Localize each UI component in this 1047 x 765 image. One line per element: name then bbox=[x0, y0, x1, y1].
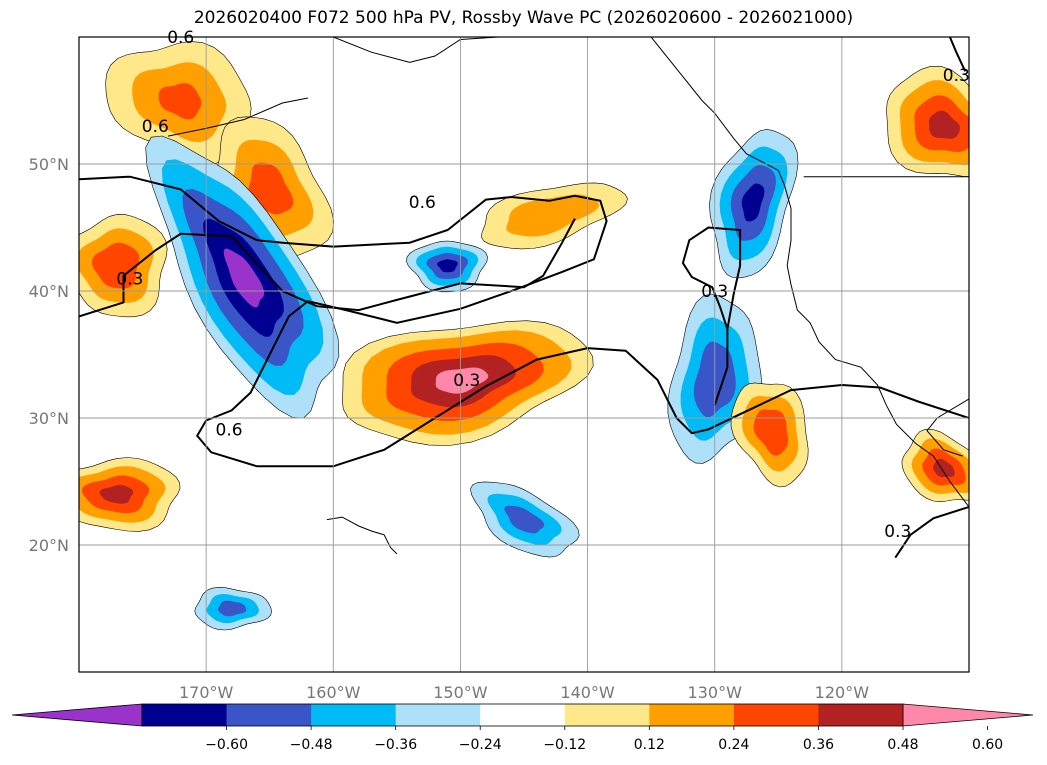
map-frame bbox=[78, 36, 970, 673]
coastline-aleutians bbox=[167, 97, 308, 137]
anomaly-positive-band bbox=[753, 409, 789, 456]
colorbar-tick-label: −0.12 bbox=[543, 737, 586, 753]
lon-tick-label: 130°W bbox=[688, 683, 743, 702]
contour-label: 0.6 bbox=[167, 28, 194, 48]
contour-label: 0.6 bbox=[142, 117, 169, 137]
colorbar-frame bbox=[141, 703, 904, 727]
anomaly-negative-band bbox=[504, 505, 545, 534]
anomaly-negative-band bbox=[741, 183, 765, 222]
colorbar-tick-label: 0.36 bbox=[803, 737, 834, 753]
lon-tick-label: 170°W bbox=[179, 683, 234, 702]
contour-label: 0.3 bbox=[453, 371, 480, 391]
colorbar-tick-label: 0.48 bbox=[887, 737, 918, 753]
contour-line-0.6 bbox=[79, 175, 969, 468]
anomaly-positive-band bbox=[506, 194, 600, 237]
lat-tick-label: 40°N bbox=[29, 282, 69, 301]
lat-tick-label: 30°N bbox=[29, 409, 69, 428]
colorbar-tick-label: 0.60 bbox=[972, 737, 1003, 753]
contour-label: 0.6 bbox=[409, 193, 436, 213]
colorbar-segment bbox=[649, 704, 735, 726]
contour-label: 0.3 bbox=[884, 522, 911, 542]
chart-title: 2026020400 F072 500 hPa PV, Rossby Wave … bbox=[193, 8, 854, 28]
contour-line-0.3-south bbox=[894, 505, 969, 559]
contour-line-0.3 bbox=[79, 218, 576, 318]
colorbar-segment bbox=[142, 704, 228, 726]
colorbar-tick-label: −0.60 bbox=[205, 737, 248, 753]
anomaly-negative-band bbox=[437, 259, 458, 273]
lon-tick-label: 160°W bbox=[306, 683, 361, 702]
contour-label: 0.3 bbox=[943, 66, 970, 86]
anomaly-positive-band bbox=[435, 367, 489, 394]
coastline-north-america bbox=[650, 37, 969, 508]
contour-label: 0.3 bbox=[701, 282, 728, 302]
lon-tick-label: 120°W bbox=[815, 683, 870, 702]
colorbar-segment bbox=[311, 704, 397, 726]
contour-line-0.3-north bbox=[948, 37, 967, 72]
colorbar-segment bbox=[564, 704, 650, 726]
colorbar-extend-high bbox=[902, 703, 1034, 727]
anomaly-positive-band bbox=[91, 242, 140, 289]
colorbar-tick-label: 0.24 bbox=[718, 737, 749, 753]
lat-tick-label: 50°N bbox=[29, 155, 69, 174]
coastline-alaska bbox=[333, 37, 499, 63]
contour-line-0.3-coastal bbox=[681, 226, 742, 406]
anomaly-negative-band bbox=[223, 248, 265, 308]
lon-tick-label: 150°W bbox=[433, 683, 488, 702]
colorbar-tick-label: −0.24 bbox=[459, 737, 502, 753]
colorbar-segment bbox=[480, 704, 566, 726]
contour-label: 0.3 bbox=[116, 269, 143, 289]
lon-tick-label: 140°W bbox=[560, 683, 615, 702]
colorbar-segment bbox=[395, 704, 481, 726]
contour-label: 0.6 bbox=[216, 420, 243, 440]
colorbar-tick-label: −0.48 bbox=[290, 737, 333, 753]
anomaly-positive-band bbox=[248, 162, 294, 215]
colorbar-tick-label: 0.12 bbox=[634, 737, 665, 753]
anomaly-positive-band bbox=[158, 83, 202, 120]
anomaly-positive-band bbox=[99, 484, 134, 504]
colorbar-segment bbox=[818, 704, 904, 726]
colorbar-tick-label: −0.36 bbox=[374, 737, 417, 753]
lat-tick-label: 20°N bbox=[29, 536, 69, 555]
colorbar-segment bbox=[733, 704, 819, 726]
anomaly-negative-band bbox=[218, 600, 247, 617]
colorbar-segment bbox=[226, 704, 312, 726]
anomaly-positive-band bbox=[929, 110, 961, 139]
colorbar-extend-low bbox=[11, 703, 143, 727]
coastline-hawaii bbox=[326, 516, 398, 555]
